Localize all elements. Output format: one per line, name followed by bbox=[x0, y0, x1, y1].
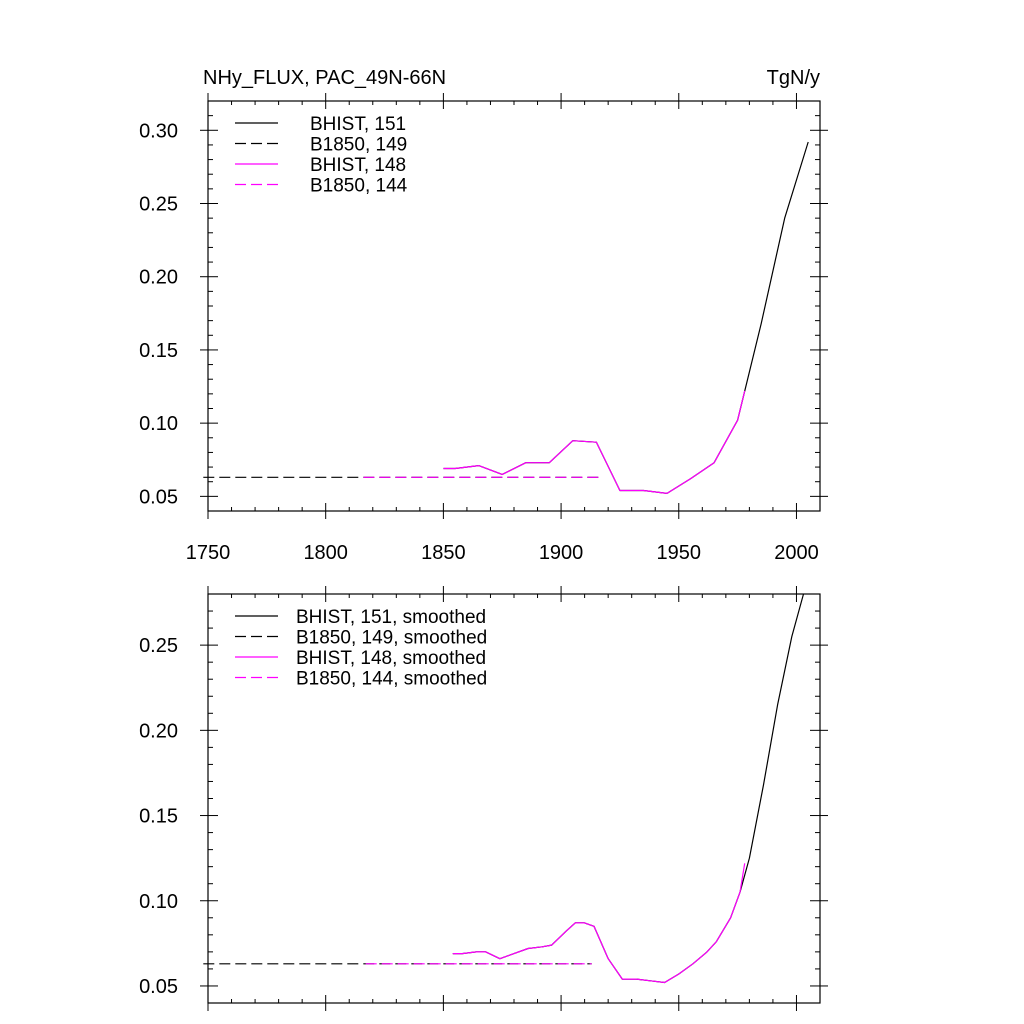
legend-label: BHIST, 151 bbox=[310, 114, 406, 135]
series-line-2 bbox=[443, 390, 746, 494]
legend-label: BHIST, 148 bbox=[310, 155, 406, 176]
series-line-2 bbox=[452, 863, 746, 984]
x-tick-label: 1850 bbox=[421, 542, 466, 564]
y-tick-label: 0.05 bbox=[139, 486, 178, 508]
legend-label: BHIST, 151, smoothed bbox=[296, 607, 486, 628]
bottom-panel: 0.05 0.10 0.15 0.20 0.25 BHIST, 151, smoothed… bbox=[139, 586, 828, 1011]
x-tick-label: 1900 bbox=[539, 542, 584, 564]
y-tick-label: 0.15 bbox=[139, 806, 178, 828]
legend-label: B1850, 149 bbox=[310, 135, 407, 156]
x-tick-label: 1800 bbox=[303, 542, 348, 564]
units-label: TgN/y bbox=[767, 67, 820, 89]
x-tick-label: 1950 bbox=[657, 542, 702, 564]
legend-label: B1850, 149, smoothed bbox=[296, 628, 487, 649]
y-tick-label: 0.10 bbox=[139, 413, 178, 435]
top-panel: 1750 1800 1850 1900 1950 2000 0.05 0.10 0.15 0.20… bbox=[139, 67, 828, 564]
y-tick-label: 0.20 bbox=[139, 267, 178, 289]
series-line-0 bbox=[452, 593, 805, 984]
plot-frame bbox=[207, 100, 821, 512]
legend-label: B1850, 144 bbox=[310, 176, 408, 197]
y-tick-label: 0.25 bbox=[139, 194, 178, 216]
x-tick-label: 1750 bbox=[186, 542, 231, 564]
y-tick-label: 0.10 bbox=[139, 891, 178, 913]
series-line-0 bbox=[443, 141, 809, 494]
y-tick-label: 0.05 bbox=[139, 976, 178, 998]
y-tick-label: 0.15 bbox=[139, 340, 178, 362]
legend-label: BHIST, 148, smoothed bbox=[296, 648, 486, 669]
y-tick-label: 0.30 bbox=[139, 120, 178, 142]
chart-title: NHy_FLUX, PAC_49N-66N bbox=[203, 67, 446, 89]
legend-label: B1850, 144, smoothed bbox=[296, 669, 487, 690]
x-tick-label: 2000 bbox=[774, 542, 819, 564]
y-tick-label: 0.25 bbox=[139, 635, 178, 657]
y-tick-label: 0.20 bbox=[139, 720, 178, 742]
